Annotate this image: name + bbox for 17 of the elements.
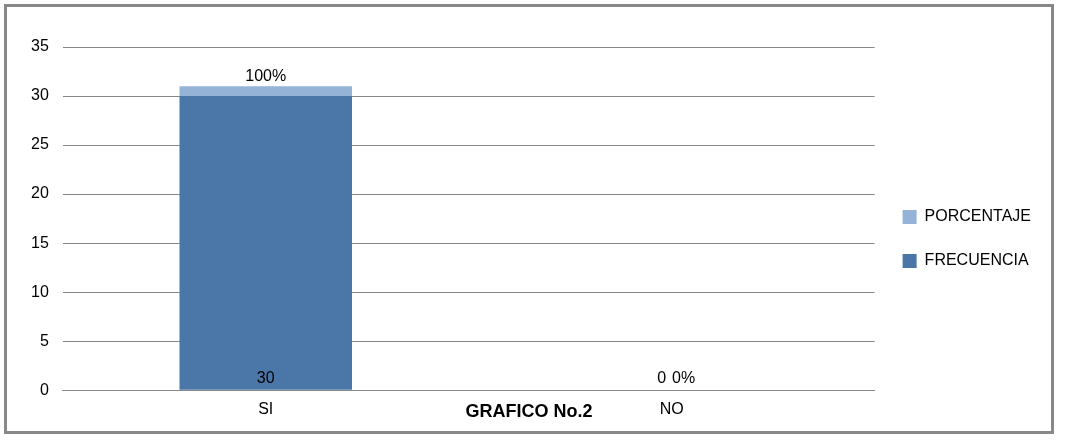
data-label: 100% bbox=[245, 66, 287, 84]
y-tick-label: 15 bbox=[31, 233, 49, 251]
y-tick-label: 0 bbox=[39, 380, 49, 398]
y-tick-label: 30 bbox=[31, 86, 49, 104]
x-tick-label: NO bbox=[659, 400, 684, 418]
data-label: 30 bbox=[256, 368, 275, 386]
x-tick-label: SI bbox=[258, 400, 274, 418]
data-label: 0 bbox=[657, 368, 667, 386]
legend-label: FRECUENCIA bbox=[924, 251, 1029, 269]
y-tick-label: 35 bbox=[31, 37, 49, 55]
text: GRAFICO No.2 bbox=[465, 401, 593, 422]
y-tick-label: 10 bbox=[31, 282, 49, 300]
data-label: 0% bbox=[672, 368, 696, 386]
y-tick-label: 20 bbox=[31, 184, 49, 202]
legend-label: PORCENTAJE bbox=[924, 207, 1032, 225]
y-tick-label: 25 bbox=[31, 135, 49, 153]
y-tick-label: 5 bbox=[39, 331, 49, 349]
